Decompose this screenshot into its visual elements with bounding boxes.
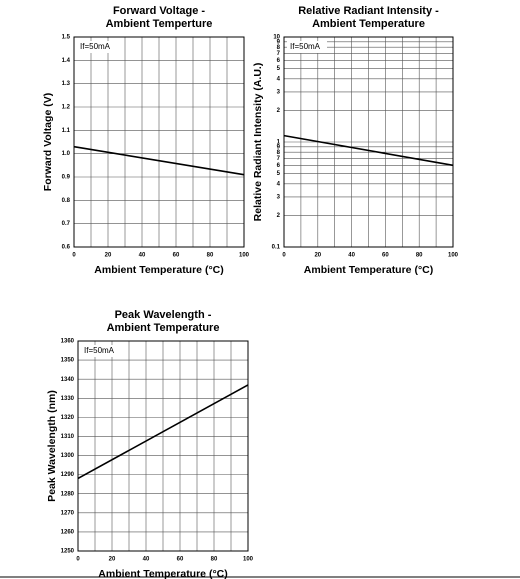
y-tick-label: 1360 [61,339,75,345]
y-tick-label: 1320 [61,415,75,421]
x-tick-label: 0 [282,253,286,259]
y-tick-label: 1280 [61,491,75,497]
y-tick-label: 8 [277,150,281,156]
x-tick-label: 20 [105,253,112,259]
data-line [73,145,245,176]
chart-title: Peak Wavelength - [115,309,212,321]
y-tick-label: 0.1 [272,245,281,251]
plot-frame [73,36,245,248]
chart-title: Ambient Temperature [107,322,220,334]
x-tick-label: 100 [448,253,459,259]
x-tick-label: 40 [348,253,355,259]
y-tick-label: 1340 [61,377,75,383]
y-tick-label: 3 [277,194,281,200]
y-tick-label: 10 [273,35,280,41]
y-tick-label: 9 [277,39,281,45]
y-tick-label: 3 [277,89,281,95]
x-tick-label: 80 [207,253,214,259]
y-tick-label: 1290 [61,472,75,478]
y-tick-label: 1350 [61,358,75,364]
y-tick-label: 1.5 [62,35,71,41]
y-tick-label: 1310 [61,434,75,440]
x-tick-label: 20 [109,557,116,563]
annotation: If=50mA [84,346,115,355]
x-tick-label: 60 [177,557,184,563]
y-tick-label: 2 [277,213,281,219]
y-tick-label: 5 [277,171,281,177]
chart-title: Relative Radiant Intensity - [298,5,439,17]
y-tick-label: 0.6 [62,245,71,251]
chart-title: Ambient Temperture [106,18,213,30]
chart-title: Forward Voltage - [113,5,205,17]
x-tick-label: 80 [211,557,218,563]
plot-frame [77,340,249,552]
x-axis-label: Ambient Temperature (°C) [304,264,433,276]
y-axis-label: Relative Radiant Intensity (A.U.) [252,63,264,222]
x-tick-label: 0 [72,253,76,259]
data-line [77,384,249,480]
chart: Relative Radiant Intensity -Ambient Temp… [252,5,459,276]
y-tick-label: 1.0 [62,151,71,157]
plot-frame [283,36,454,248]
x-tick-label: 20 [314,253,321,259]
chart: Forward Voltage -Ambient Temperture 0.6 0.… [42,5,250,276]
x-tick-label: 60 [382,253,389,259]
x-axis-label: Ambient Temperature (°C) [98,568,227,579]
chart: Peak Wavelength -Ambient Temperature 1250… [46,309,254,579]
x-tick-label: 100 [243,557,254,563]
annotation-box [77,41,117,53]
annotation-box [81,345,121,357]
x-tick-label: 40 [139,253,146,259]
y-tick-label: 1.4 [62,58,71,64]
y-tick-label: 1330 [61,396,75,402]
annotation: If=50mA [80,42,111,51]
y-tick-label: 0.7 [62,221,71,227]
x-tick-label: 80 [416,253,423,259]
x-tick-label: 100 [239,253,250,259]
y-tick-label: 4 [277,181,281,187]
y-tick-label: 1250 [61,549,75,555]
y-tick-label: 0.9 [62,175,71,181]
y-tick-label: 1.3 [62,81,71,87]
y-tick-label: 1 [277,140,281,146]
y-tick-label: 5 [277,66,281,72]
y-tick-label: 1270 [61,510,75,516]
y-tick-label: 7 [277,51,281,57]
y-tick-label: 2 [277,108,281,114]
y-tick-label: 1.1 [62,128,71,134]
y-tick-label: 0.8 [62,198,71,204]
x-tick-label: 60 [173,253,180,259]
y-tick-label: 1260 [61,529,75,535]
y-tick-label: 6 [277,58,281,64]
y-tick-label: 8 [277,45,281,51]
annotation-box [287,41,327,53]
y-tick-label: 6 [277,163,281,169]
y-axis-label: Forward Voltage (V) [42,93,54,191]
annotation: If=50mA [290,42,321,51]
data-line [283,134,454,167]
y-tick-label: 7 [277,156,281,162]
x-axis-label: Ambient Temperature (°C) [94,264,223,276]
y-tick-label: 9 [277,144,281,150]
chart-title: Ambient Temperature [312,18,425,30]
x-tick-label: 40 [143,557,150,563]
y-tick-label: 1300 [61,453,75,459]
x-tick-label: 0 [76,557,80,563]
y-tick-label: 1.2 [62,105,71,111]
y-tick-label: 4 [277,76,281,82]
y-axis-label: Peak Wavelength (nm) [46,390,58,502]
